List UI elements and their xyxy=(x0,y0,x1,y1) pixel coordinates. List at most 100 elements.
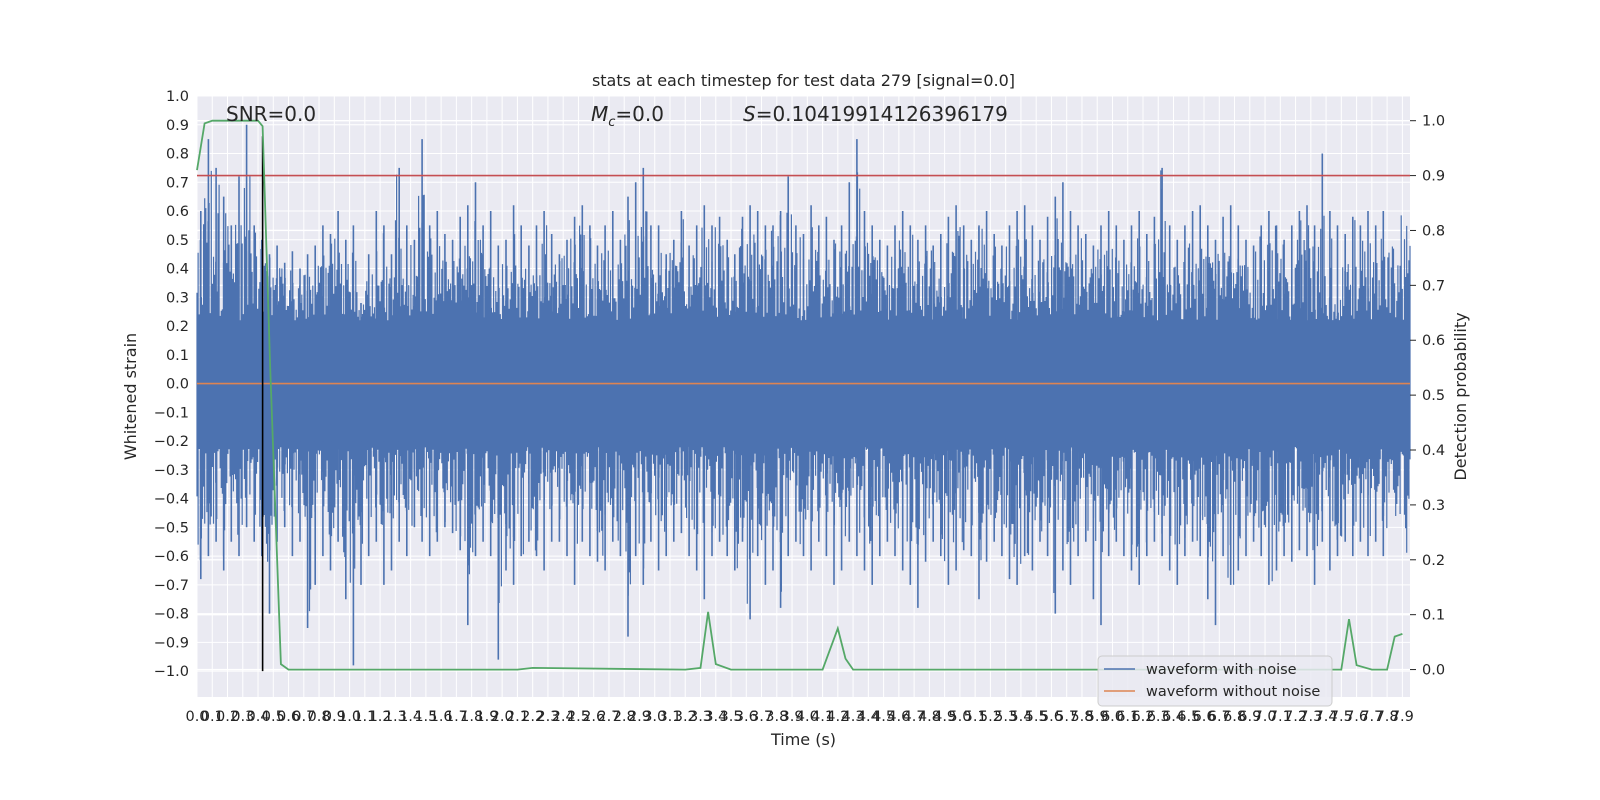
x-tick-label: 7.5 xyxy=(1330,709,1353,725)
mc-subscript: c xyxy=(608,115,615,130)
x-tick-label: 5.5 xyxy=(1025,709,1048,725)
x-tick-label: 4.3 xyxy=(842,709,865,725)
x-tick-label: 0.9 xyxy=(323,709,346,725)
x-tick-label: 5.2 xyxy=(979,709,1002,725)
chirp-mass-annotation: Mc=0.0 xyxy=(591,102,664,130)
s-annotation: S=0.10419914126396179 xyxy=(743,102,1008,126)
x-tick-label: 2.0 xyxy=(491,709,514,725)
x-tick-label: 0.7 xyxy=(292,709,315,725)
y-axis-label-left: Whitened strain xyxy=(121,333,140,460)
x-tick-label: 3.7 xyxy=(750,709,773,725)
y-tick-label-left: −0.5 xyxy=(154,520,189,536)
y-tick-label-right: 0.1 xyxy=(1422,608,1445,624)
y-tick-label-left: −1.0 xyxy=(154,664,189,680)
y-tick-label-left: 0.9 xyxy=(166,118,189,134)
x-tick-label: 5.7 xyxy=(1055,709,1078,725)
y-tick-label-right: 0.9 xyxy=(1422,169,1445,185)
x-tick-label: 1.0 xyxy=(338,709,361,725)
x-tick-label: 5.1 xyxy=(964,709,987,725)
x-tick-label: 0.8 xyxy=(308,709,331,725)
x-tick-label: 4.8 xyxy=(918,709,941,725)
x-tick-label: 2.9 xyxy=(628,709,651,725)
x-tick-label: 2.2 xyxy=(521,709,544,725)
y-tick-label-left: 0.7 xyxy=(166,175,189,191)
legend: waveform with noise waveform without noi… xyxy=(1097,655,1333,707)
x-tick-label: 3.8 xyxy=(765,709,788,725)
x-tick-label: 4.2 xyxy=(826,709,849,725)
y-tick-label-left: −0.7 xyxy=(154,578,189,594)
y-axis-left: 1.0 0.9 0.8 0.7 0.6 0.5 0.4 0.3 0.2 0.1 0.0 −0.1 −0.… xyxy=(154,89,189,680)
x-tick-label: 4.4 xyxy=(857,709,880,725)
x-tick-label: 6.9 xyxy=(1238,709,1261,725)
x-tick-label: 0.0 xyxy=(185,709,208,725)
x-tick-label: 2.8 xyxy=(613,709,636,725)
x-tick-label: 3.6 xyxy=(735,709,758,725)
x-axis-label: Time (s) xyxy=(770,730,836,749)
x-tick-label: 6.7 xyxy=(1208,709,1231,725)
x-tick-label: 7.8 xyxy=(1376,709,1399,725)
x-tick-label: 5.4 xyxy=(1009,709,1032,725)
x-tick-label: 7.6 xyxy=(1345,709,1368,725)
x-tick-label: 7.7 xyxy=(1360,709,1383,725)
x-tick-label: 0.1 xyxy=(201,709,224,725)
y-tick-label-left: −0.4 xyxy=(154,492,189,508)
y-tick-label-left: −0.1 xyxy=(154,405,189,421)
x-tick-label: 5.0 xyxy=(948,709,971,725)
x-tick-label: 3.9 xyxy=(781,709,804,725)
x-tick-label: 7.0 xyxy=(1254,709,1277,725)
y-tick-label-left: 0.3 xyxy=(166,290,189,306)
x-tick-label: 2.7 xyxy=(597,709,620,725)
s-symbol: S xyxy=(743,102,756,126)
y-tick-label-right: 0.7 xyxy=(1422,278,1445,294)
y-tick-label-right: 0.4 xyxy=(1422,443,1445,459)
x-tick-label: 1.4 xyxy=(399,709,422,725)
x-axis: 0.00.10.20.30.40.50.60.70.80.91.01.11.21… xyxy=(185,709,1413,725)
chart-title: stats at each timestep for test data 279… xyxy=(592,71,1015,90)
y-tick-label-right: 0.0 xyxy=(1422,663,1445,679)
x-tick-label: 3.4 xyxy=(704,709,727,725)
y-tick-label-left: 1.0 xyxy=(166,89,189,105)
y-tick-label-left: −0.8 xyxy=(154,607,189,623)
x-tick-label: 6.2 xyxy=(1131,709,1154,725)
mc-symbol: M xyxy=(591,102,608,126)
x-tick-label: 6.3 xyxy=(1147,709,1170,725)
y-tick-label-right: 1.0 xyxy=(1422,114,1445,130)
x-tick-label: 2.6 xyxy=(582,709,605,725)
x-tick-label: 6.6 xyxy=(1192,709,1215,725)
y-tick-label-left: 0.8 xyxy=(166,147,189,163)
y-tick-label-right: 0.3 xyxy=(1422,498,1445,514)
legend-label-noise: waveform with noise xyxy=(1146,662,1297,678)
x-tick-label: 0.5 xyxy=(262,709,285,725)
x-tick-label: 6.0 xyxy=(1101,709,1124,725)
y-tick-label-left: 0.6 xyxy=(166,204,189,220)
x-tick-label: 6.5 xyxy=(1177,709,1200,725)
x-tick-label: 3.5 xyxy=(719,709,742,725)
x-tick-label: 5.3 xyxy=(994,709,1017,725)
y-tick-label-left: −0.3 xyxy=(154,463,189,479)
y-tick-label-left: −0.2 xyxy=(154,434,189,450)
y-tick-label-right: 0.2 xyxy=(1422,553,1445,569)
x-tick-label: 4.9 xyxy=(933,709,956,725)
x-tick-label: 0.2 xyxy=(216,709,239,725)
x-tick-label: 3.1 xyxy=(658,709,681,725)
x-tick-label: 7.4 xyxy=(1315,709,1338,725)
x-tick-label: 0.4 xyxy=(247,709,270,725)
y-tick-label-left: 0.1 xyxy=(166,348,189,364)
x-tick-label: 4.7 xyxy=(903,709,926,725)
legend-box xyxy=(1097,655,1333,707)
y-axis-label-right: Detection probability xyxy=(1451,312,1470,480)
y-tick-label-left: −0.9 xyxy=(154,635,189,651)
x-tick-label: 1.9 xyxy=(475,709,498,725)
x-tick-label: 7.9 xyxy=(1391,709,1414,725)
y-tick-label-left: 0.5 xyxy=(166,233,189,249)
y-tick-label-right: 0.5 xyxy=(1422,388,1445,404)
x-tick-label: 5.9 xyxy=(1086,709,1109,725)
detection-probability-line xyxy=(196,119,1403,671)
x-tick-label: 4.6 xyxy=(887,709,910,725)
x-tick-label: 2.5 xyxy=(567,709,590,725)
y-tick-label-left: −0.6 xyxy=(154,549,189,565)
x-tick-label: 2.4 xyxy=(552,709,575,725)
y-tick-label-right: 0.8 xyxy=(1422,223,1445,239)
x-tick-label: 2.3 xyxy=(536,709,559,725)
